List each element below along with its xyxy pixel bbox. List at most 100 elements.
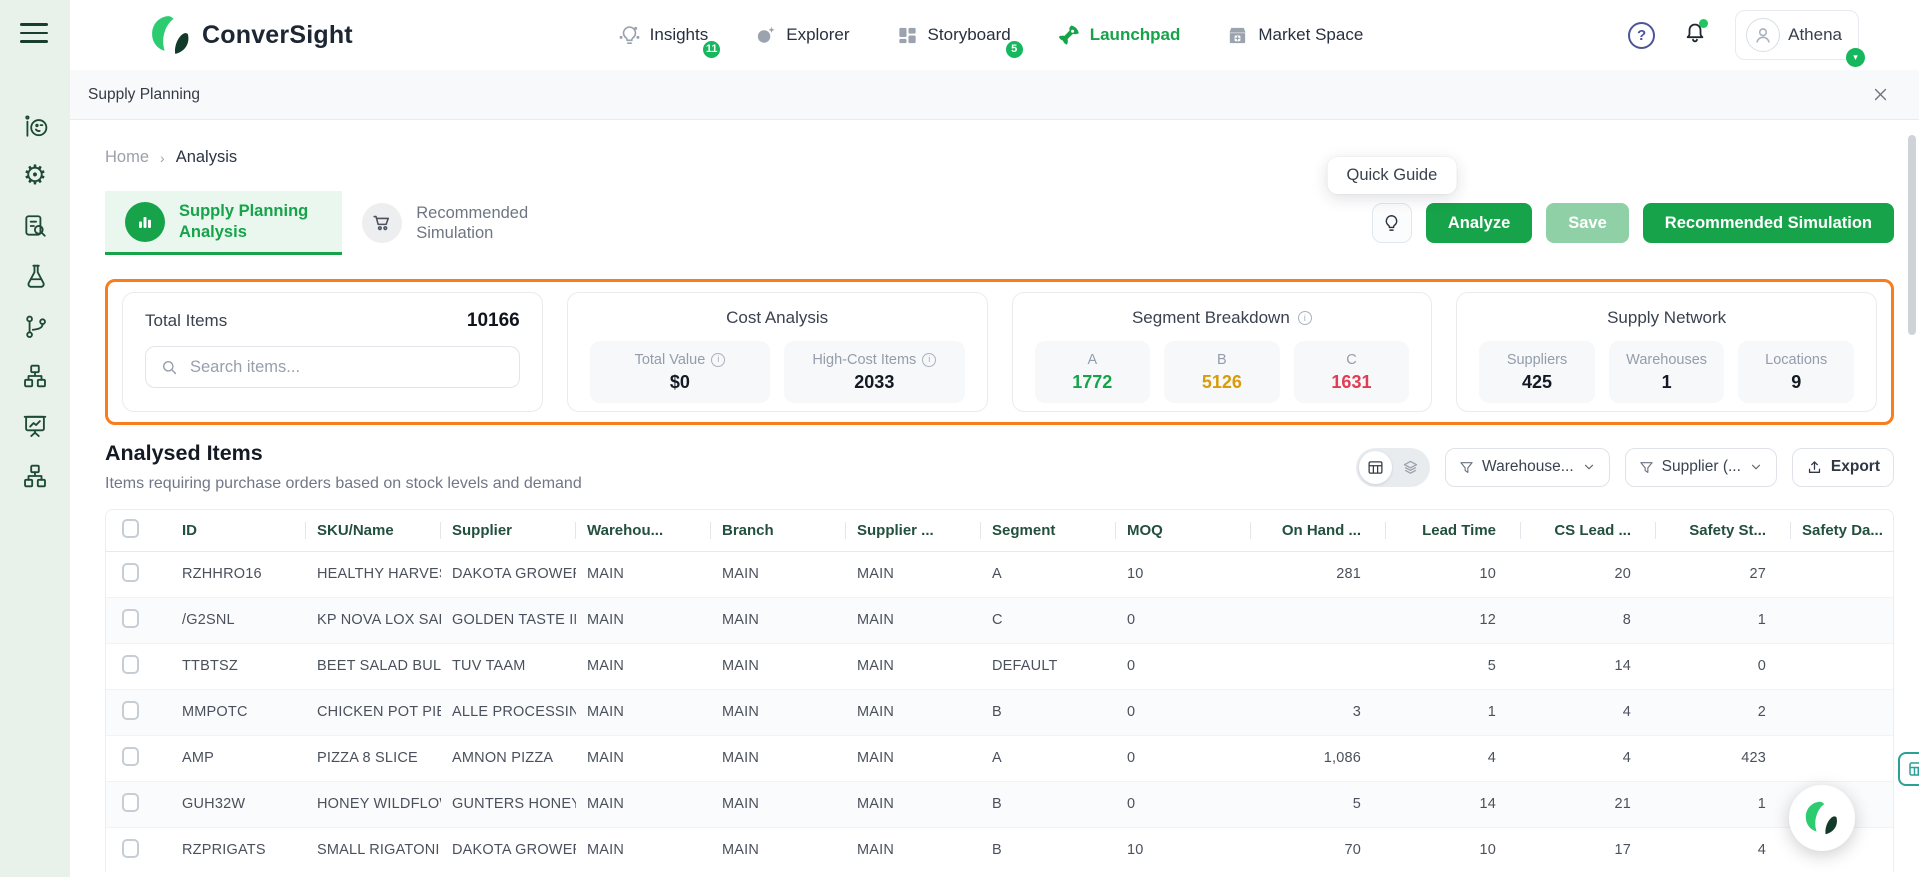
user-dropdown-badge: ▾ <box>1846 48 1865 67</box>
tab-supply-planning-analysis[interactable]: Supply Planning Analysis <box>105 191 343 255</box>
breadcrumb-home[interactable]: Home <box>105 148 150 166</box>
row-checkbox[interactable] <box>122 792 139 812</box>
sidebar-item-settings[interactable]: ⚙ <box>22 162 49 189</box>
export-button[interactable]: Export <box>1791 447 1894 487</box>
tab-label-line2: Simulation <box>416 224 494 242</box>
recommended-simulation-button[interactable]: Recommended Simulation <box>1642 203 1894 243</box>
column-header-sku[interactable]: SKU/Name <box>306 510 441 552</box>
quick-guide-button[interactable] <box>1371 203 1412 243</box>
cell-supplier2: MAIN <box>846 643 981 690</box>
warehouses-value: 1 <box>1661 371 1672 392</box>
column-header-cslead[interactable]: CS Lead ... <box>1521 510 1656 552</box>
info-icon[interactable]: i <box>711 352 726 367</box>
tab-label-line2: Analysis <box>179 222 247 241</box>
row-checkbox[interactable] <box>122 838 139 858</box>
sidebar-item-network[interactable] <box>22 362 49 389</box>
main-navigation: Insights 11 Explorer Storyboard 5 Launch… <box>353 23 1628 60</box>
nav-item-launchpad[interactable]: Launchpad <box>1057 23 1181 47</box>
table-view-button[interactable] <box>1359 450 1393 484</box>
nav-label-storyboard: Storyboard <box>927 25 1011 44</box>
assistant-chat-button[interactable] <box>1789 785 1855 851</box>
cell-moq: 0 <box>1116 643 1251 690</box>
column-header-safetyst[interactable]: Safety St... <box>1656 510 1791 552</box>
insights-badge: 11 <box>701 38 723 60</box>
row-checkbox-cell <box>106 827 171 872</box>
vertical-scrollbar-thumb[interactable] <box>1908 135 1916 335</box>
cell-moq: 10 <box>1116 551 1251 598</box>
row-checkbox[interactable] <box>122 654 139 674</box>
column-header-moq[interactable]: MOQ <box>1116 510 1251 552</box>
notifications-button[interactable] <box>1683 18 1709 50</box>
locations-tile: Locations 9 <box>1738 341 1854 403</box>
row-checkbox[interactable] <box>122 700 139 720</box>
close-icon[interactable] <box>1872 86 1889 103</box>
select-all-checkbox[interactable] <box>122 518 139 538</box>
cell-onhand: 1,086 <box>1251 735 1386 782</box>
tab-recommended-simulation[interactable]: Recommended Simulation <box>342 191 562 255</box>
segment-c-label: C <box>1346 351 1357 368</box>
column-header-id[interactable]: ID <box>171 510 306 552</box>
menu-icon[interactable] <box>20 23 48 45</box>
sidebar-item-lab[interactable] <box>22 262 49 289</box>
cell-safetyda <box>1791 597 1893 644</box>
help-icon[interactable]: ? <box>1628 21 1656 49</box>
sidebar-item-workflow[interactable] <box>22 312 49 339</box>
column-header-supplier[interactable]: Supplier <box>441 510 576 552</box>
info-icon[interactable]: i <box>1297 311 1312 325</box>
sidebar-item-hierarchy[interactable] <box>22 462 49 489</box>
search-icon <box>163 360 177 374</box>
row-checkbox[interactable] <box>122 562 139 582</box>
cell-id: AMP <box>171 735 306 782</box>
suppliers-label: Suppliers <box>1506 351 1568 368</box>
row-checkbox[interactable] <box>122 608 139 628</box>
cell-safetyda <box>1791 551 1893 598</box>
export-label: Export <box>1830 458 1880 475</box>
nav-item-explorer[interactable]: Explorer <box>754 24 850 47</box>
warehouse-filter[interactable]: Warehouse... <box>1445 447 1610 487</box>
sidebar-item-operations[interactable] <box>22 112 49 139</box>
info-icon[interactable]: i <box>922 352 937 367</box>
layers-view-button[interactable] <box>1394 451 1427 484</box>
export-icon <box>1808 460 1821 473</box>
grid-widget-button[interactable] <box>1898 752 1919 786</box>
section-title: Analysed Items <box>105 441 263 465</box>
sitemap-icon <box>24 464 46 487</box>
column-header-safetyda[interactable]: Safety Da... <box>1791 510 1893 552</box>
supplier-filter[interactable]: Supplier (... <box>1624 447 1777 487</box>
search-input[interactable] <box>190 357 505 377</box>
cell-segment: A <box>981 735 1116 782</box>
cell-warehouse: MAIN <box>576 781 711 828</box>
cell-branch: MAIN <box>711 735 846 782</box>
nav-label-launchpad: Launchpad <box>1089 25 1181 44</box>
analysed-items-table: ID SKU/Name Supplier Warehou... Branch Suppli… <box>105 509 1894 872</box>
row-checkbox-cell <box>106 643 171 690</box>
row-checkbox[interactable] <box>122 746 139 766</box>
table-row: GUH32W HONEY WILDFLOW GUNTERS HONEY MAIN MAI… <box>106 781 1893 828</box>
segment-breakdown-title: Segment Breakdown <box>1131 308 1290 327</box>
cell-leadtime: 5 <box>1386 643 1521 690</box>
nav-item-storyboard[interactable]: Storyboard 5 <box>896 24 1025 60</box>
user-menu[interactable]: Athena ▾ <box>1735 10 1865 67</box>
column-header-warehouse[interactable]: Warehou... <box>576 510 711 552</box>
column-header-onhand[interactable]: On Hand ... <box>1251 510 1386 552</box>
analyze-button[interactable]: Analyze <box>1425 203 1533 243</box>
brand-logo[interactable]: ConverSight <box>150 14 353 56</box>
cell-leadtime: 14 <box>1386 781 1521 828</box>
column-header-segment[interactable]: Segment <box>981 510 1116 552</box>
sidebar-item-audit[interactable] <box>22 212 49 239</box>
cell-supplier: AMNON PIZZA <box>441 735 576 782</box>
cart-icon <box>362 203 403 243</box>
column-header-branch[interactable]: Branch <box>711 510 846 552</box>
items-search[interactable] <box>145 346 520 388</box>
cell-id: RZPRIGATS <box>171 827 306 872</box>
table-view-icon <box>1368 460 1383 474</box>
nav-item-market-space[interactable]: Market Space <box>1226 24 1363 47</box>
segment-breakdown-card: Segment Breakdown i A 1772 B 5126 C 1631 <box>1011 292 1433 412</box>
save-button[interactable]: Save <box>1546 203 1629 243</box>
tab-label-line1: Recommended <box>416 203 529 222</box>
nav-item-insights[interactable]: Insights 11 <box>618 24 723 60</box>
sidebar-item-presentation[interactable] <box>22 412 49 439</box>
column-header-supplier2[interactable]: Supplier ... <box>846 510 981 552</box>
column-header-leadtime[interactable]: Lead Time <box>1386 510 1521 552</box>
